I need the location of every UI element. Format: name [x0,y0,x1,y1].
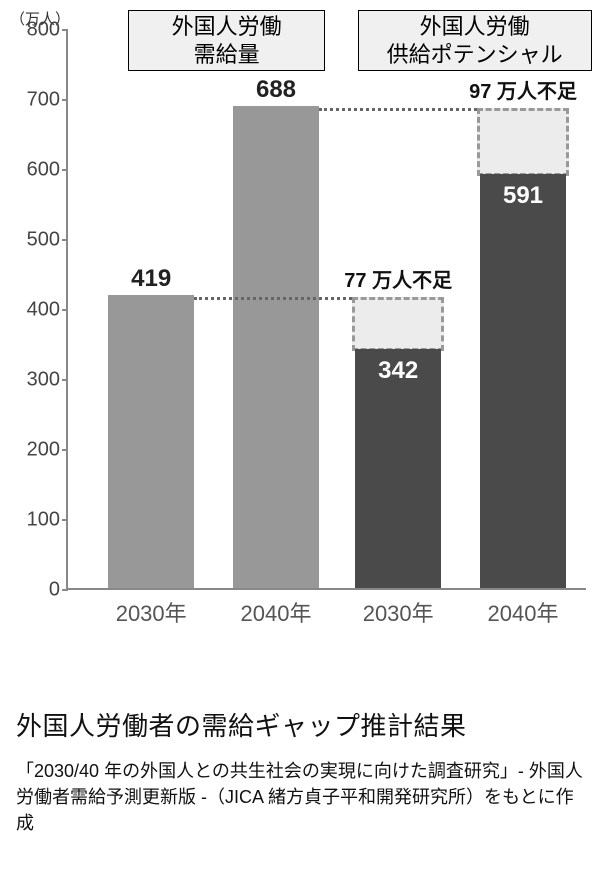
group-header-box: 外国人労働供給ポテンシャル [358,10,592,71]
y-tick-label: 500 [18,229,68,252]
plot-area: 01002003004005006007008002030年2040年2030年… [66,30,586,590]
y-tick-label: 200 [18,439,68,462]
chart-source: 「2030/40 年の外国人との共生社会の実現に向けた調査研究」- 外国人労働者… [16,758,586,836]
demand-bar [108,295,194,588]
y-tick-mark [62,99,68,101]
supply-bar [480,174,566,588]
y-tick-label: 300 [18,369,68,392]
y-tick-mark [62,519,68,521]
demand-bar-label: 688 [256,76,296,104]
y-tick-label: 800 [18,19,68,42]
chart-container: （万人） 01002003004005006007008002030年2040年… [10,8,590,668]
demand-bar-label: 419 [131,265,171,293]
y-tick-label: 100 [18,509,68,532]
x-tick-label: 2040年 [241,588,312,628]
shortage-box [477,108,569,176]
x-tick-label: 2030年 [116,588,187,628]
demand-bar [233,106,319,588]
shortage-label: 77 万人不足 [344,264,452,293]
chart-title: 外国人労働者の需給ギャップ推計結果 [16,706,467,743]
y-tick-mark [62,589,68,591]
y-tick-mark [62,379,68,381]
x-tick-label: 2030年 [363,588,434,628]
supply-bar-label: 591 [503,182,543,210]
y-tick-mark [62,449,68,451]
x-tick-label: 2040年 [488,588,559,628]
supply-bar-label: 342 [378,357,418,385]
shortage-box [352,297,444,351]
y-tick-label: 0 [18,579,68,602]
reference-line [194,297,352,300]
shortage-label: 97 万人不足 [469,75,577,104]
y-tick-label: 700 [18,89,68,112]
y-tick-mark [62,169,68,171]
y-tick-mark [62,239,68,241]
y-tick-label: 600 [18,159,68,182]
y-tick-label: 400 [18,299,68,322]
y-tick-mark [62,29,68,31]
y-tick-mark [62,309,68,311]
group-header-box: 外国人労働需給量 [128,10,326,71]
reference-line [319,108,477,111]
